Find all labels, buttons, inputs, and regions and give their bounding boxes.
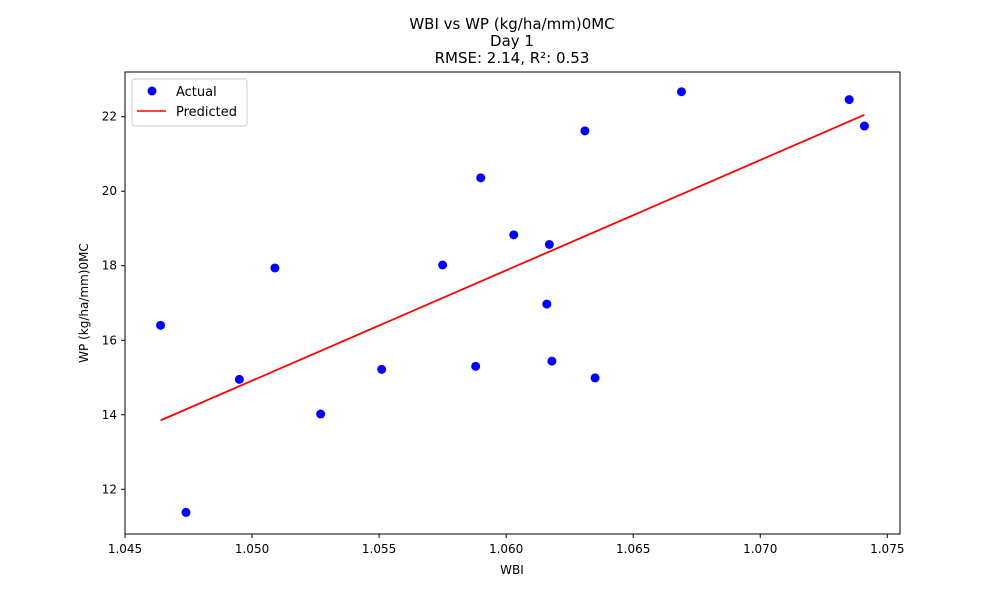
actual-data-point [471, 361, 481, 371]
actual-data-point [544, 240, 554, 250]
legend-predicted-label: Predicted [176, 105, 237, 120]
predicted-line [160, 114, 865, 422]
actual-data-point [270, 263, 280, 273]
y-tick-label: 20 [102, 184, 117, 198]
actual-series [156, 87, 869, 517]
legend-box [131, 78, 248, 127]
actual-data-point [509, 230, 519, 240]
actual-data-point [676, 87, 686, 97]
actual-data-point [580, 126, 590, 136]
actual-data-point [234, 374, 244, 384]
y-tick-label: 14 [102, 408, 117, 422]
predicted-series [160, 114, 865, 422]
actual-data-point [438, 260, 448, 270]
chart-title-line-3: RMSE: 2.14, R²: 0.53 [435, 49, 590, 67]
actual-data-point [590, 373, 600, 383]
actual-data-point [547, 356, 557, 366]
y-tick-label: 16 [102, 333, 117, 347]
x-tick-label: 1.075 [870, 542, 904, 556]
y-axis-label: WP (kg/ha/mm)0MC [77, 243, 91, 363]
actual-data-point [316, 409, 326, 419]
actual-data-point [542, 299, 552, 309]
legend-actual-marker [147, 86, 157, 96]
plot-area-frame [124, 71, 901, 535]
x-axis-ticks: 1.045 1.050 1.055 1.060 1.065 1.070 1.075 [108, 534, 904, 556]
x-tick-label: 1.050 [235, 542, 269, 556]
legend: Actual Predicted [131, 78, 248, 127]
y-tick-label: 22 [102, 110, 117, 124]
y-tick-label: 12 [102, 482, 117, 496]
x-tick-label: 1.045 [108, 542, 142, 556]
actual-data-point [844, 95, 854, 105]
y-axis-ticks: 12 14 16 18 20 22 [102, 110, 125, 496]
x-tick-label: 1.070 [743, 542, 777, 556]
chart-title-line-1: WBI vs WP (kg/ha/mm)0MC [409, 15, 614, 33]
y-tick-label: 18 [102, 259, 117, 273]
x-tick-label: 1.055 [362, 542, 396, 556]
chart-title-line-2: Day 1 [490, 32, 534, 50]
actual-data-point [181, 507, 191, 517]
actual-data-point [476, 173, 486, 183]
x-tick-label: 1.060 [489, 542, 523, 556]
actual-data-point [859, 121, 869, 131]
legend-actual-label: Actual [176, 85, 217, 100]
actual-data-point [377, 364, 387, 374]
x-axis-label: WBI [500, 563, 524, 577]
x-tick-label: 1.065 [616, 542, 650, 556]
actual-data-point [156, 320, 166, 330]
